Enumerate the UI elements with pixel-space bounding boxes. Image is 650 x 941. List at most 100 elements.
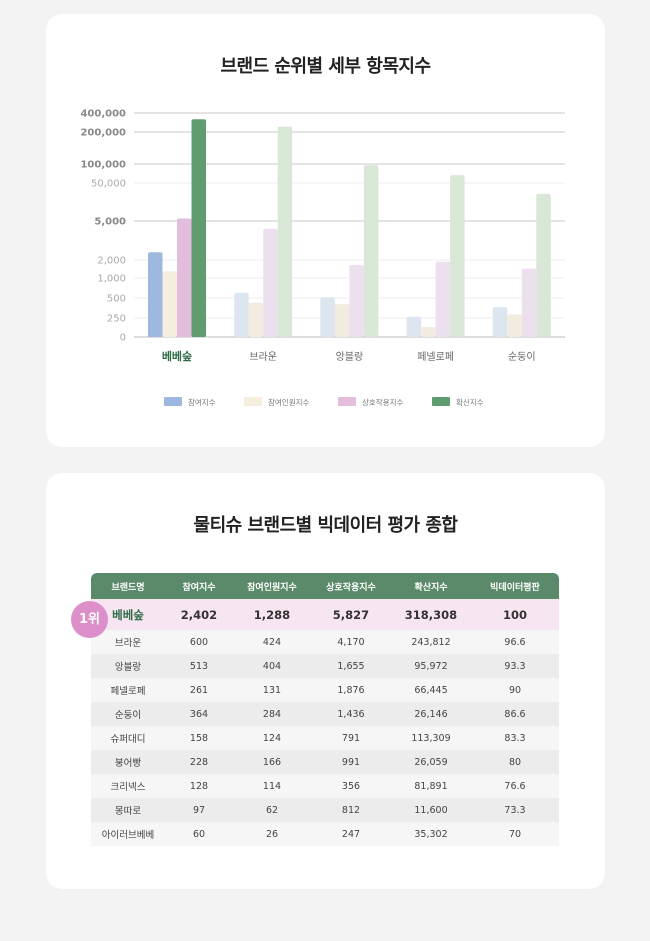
ranking-table: 브랜드명 참여지수 참여인원지수 상호작용지수 확산지수 빅데이터평판 베베숲 2,402 1…: [91, 573, 559, 846]
bar-참여인원지수: [248, 302, 264, 337]
table-title: 물티슈 브랜드별 빅데이터 평가 종합: [193, 515, 458, 536]
bar-확산지수: [363, 165, 379, 337]
bar-참여지수: [492, 307, 508, 337]
table-header-cell: 브랜드명: [91, 573, 165, 599]
value-cell: 600: [165, 630, 233, 654]
x-tick-label: 베베숲: [162, 349, 192, 363]
bar-참여지수: [406, 316, 422, 337]
value-cell: 113,309: [391, 726, 471, 750]
value-cell: 128: [165, 774, 233, 798]
value-cell: 26: [233, 822, 311, 846]
bar-상호작용지수: [177, 218, 192, 337]
table-header-cell: 빅데이터평판: [471, 573, 559, 599]
legend-label: 확산지수: [456, 397, 484, 407]
y-tick-label: 200,000: [80, 128, 126, 139]
brand-name-cell: 몽따로: [91, 798, 165, 822]
value-cell: 83.3: [471, 726, 559, 750]
brand-name-cell: 붕어빵: [91, 750, 165, 774]
legend-swatch: [338, 397, 356, 406]
value-cell: 318,308: [391, 599, 471, 630]
table-row: 몽따로 97 62 812 11,600 73.3: [91, 798, 559, 822]
value-cell: 364: [165, 702, 233, 726]
y-tick-label: 5,000: [94, 217, 126, 228]
table-row-top: 베베숲 2,402 1,288 5,827 318,308 100: [91, 599, 559, 630]
value-cell: 60: [165, 822, 233, 846]
value-cell: 158: [165, 726, 233, 750]
bar-참여인원지수: [334, 304, 350, 337]
value-cell: 5,827: [311, 599, 391, 630]
y-tick-label: 1,000: [97, 274, 126, 285]
bar-참여인원지수: [162, 271, 177, 337]
y-tick-label: 50,000: [91, 179, 126, 190]
y-tick-label: 500: [107, 294, 126, 305]
legend-swatch: [164, 397, 182, 406]
value-cell: 95,972: [391, 654, 471, 678]
value-cell: 80: [471, 750, 559, 774]
value-cell: 26,146: [391, 702, 471, 726]
table-row: 아이러브베베 60 26 247 35,302 70: [91, 822, 559, 846]
brand-name-cell: 슈퍼대디: [91, 726, 165, 750]
first-place-badge: 1위: [71, 601, 108, 638]
y-tick-label: 2,000: [97, 256, 126, 267]
y-tick-label: 0: [120, 333, 126, 344]
y-tick-label: 250: [107, 314, 126, 325]
brand-name-cell: 아이러브베베: [91, 822, 165, 846]
brand-name-cell: 순둥이: [91, 702, 165, 726]
brand-name-cell: 앙블랑: [91, 654, 165, 678]
chart-card: 브랜드 순위별 세부 항목지수 400,000 200,000 100,000 50,…: [46, 14, 605, 447]
value-cell: 90: [471, 678, 559, 702]
table-card: 물티슈 브랜드별 빅데이터 평가 종합 브랜드명 참여지수 참여인원지수 상호작용지수…: [46, 473, 605, 889]
value-cell: 261: [165, 678, 233, 702]
value-cell: 114: [233, 774, 311, 798]
table-header-cell: 참여인원지수: [233, 573, 311, 599]
value-cell: 76.6: [471, 774, 559, 798]
bar-chart: 400,000 200,000 100,000 50,000 5,000 2,000 1,0…: [80, 109, 565, 407]
chart-title: 브랜드 순위별 세부 항목지수: [220, 56, 431, 77]
table-row: 크리넥스 128 114 356 81,891 76.6: [91, 774, 559, 798]
value-cell: 228: [165, 750, 233, 774]
value-cell: 812: [311, 798, 391, 822]
value-cell: 73.3: [471, 798, 559, 822]
table-row: 페넬로페 261 131 1,876 66,445 90: [91, 678, 559, 702]
bar-상호작용지수: [521, 268, 537, 337]
table-header-cell: 확산지수: [391, 573, 471, 599]
x-tick-label: 앙블랑: [336, 351, 364, 363]
legend-swatch: [244, 397, 262, 406]
value-cell: 356: [311, 774, 391, 798]
legend-label: 참여인원지수: [268, 397, 309, 407]
bar-상호작용지수: [435, 261, 451, 337]
x-tick-label: 순둥이: [508, 351, 536, 363]
table-header-cell: 상호작용지수: [311, 573, 391, 599]
value-cell: 243,812: [391, 630, 471, 654]
value-cell: 4,170: [311, 630, 391, 654]
table-row: 브라운 600 424 4,170 243,812 96.6: [91, 630, 559, 654]
value-cell: 1,288: [233, 599, 311, 630]
value-cell: 11,600: [391, 798, 471, 822]
value-cell: 97: [165, 798, 233, 822]
bar-상호작용지수: [349, 264, 364, 337]
bar-참여지수: [320, 297, 335, 337]
value-cell: 93.3: [471, 654, 559, 678]
value-cell: 247: [311, 822, 391, 846]
legend-label: 참여지수: [188, 397, 216, 407]
value-cell: 66,445: [391, 678, 471, 702]
brand-name-cell: 크리넥스: [91, 774, 165, 798]
table-row: 붕어빵 228 166 991 26,059 80: [91, 750, 559, 774]
value-cell: 2,402: [165, 599, 233, 630]
bar-확산지수: [536, 193, 551, 337]
bar-참여인원지수: [421, 327, 436, 337]
value-cell: 513: [165, 654, 233, 678]
x-tick-label: 브라운: [249, 351, 277, 363]
value-cell: 124: [233, 726, 311, 750]
table-row: 앙블랑 513 404 1,655 95,972 93.3: [91, 654, 559, 678]
value-cell: 26,059: [391, 750, 471, 774]
value-cell: 35,302: [391, 822, 471, 846]
legend-swatch: [432, 397, 450, 406]
bar-참여지수: [234, 292, 249, 337]
x-tick-label: 페넬로페: [417, 351, 454, 363]
table-header-cell: 참여지수: [165, 573, 233, 599]
value-cell: 62: [233, 798, 311, 822]
bar-참여지수: [148, 252, 163, 337]
table-row: 순둥이 364 284 1,436 26,146 86.6: [91, 702, 559, 726]
bar-확산지수: [191, 119, 206, 337]
